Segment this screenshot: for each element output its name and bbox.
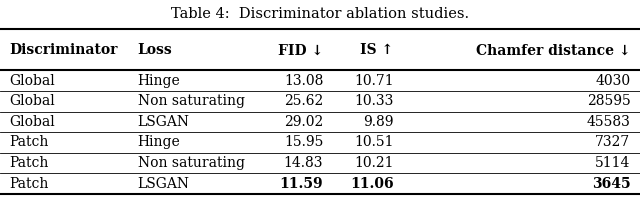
Text: 11.59: 11.59	[280, 177, 323, 191]
Text: 29.02: 29.02	[284, 115, 323, 129]
Text: 11.06: 11.06	[350, 177, 394, 191]
Text: 10.21: 10.21	[354, 156, 394, 170]
Text: 4030: 4030	[595, 74, 630, 88]
Text: Hinge: Hinge	[138, 74, 180, 88]
Text: Chamfer distance ↓: Chamfer distance ↓	[476, 44, 630, 57]
Text: Table 4:  Discriminator ablation studies.: Table 4: Discriminator ablation studies.	[171, 7, 469, 21]
Text: Non saturating: Non saturating	[138, 94, 244, 108]
Text: 9.89: 9.89	[363, 115, 394, 129]
Text: LSGAN: LSGAN	[138, 177, 189, 191]
Text: Global: Global	[10, 115, 55, 129]
Text: Hinge: Hinge	[138, 135, 180, 149]
Text: Patch: Patch	[10, 135, 49, 149]
Text: IS ↑: IS ↑	[360, 44, 394, 57]
Text: 10.33: 10.33	[354, 94, 394, 108]
Text: 10.71: 10.71	[354, 74, 394, 88]
Text: 13.08: 13.08	[284, 74, 323, 88]
Text: 7327: 7327	[595, 135, 630, 149]
Text: 5114: 5114	[595, 156, 630, 170]
Text: 45583: 45583	[586, 115, 630, 129]
Text: 10.51: 10.51	[354, 135, 394, 149]
Text: FID ↓: FID ↓	[278, 44, 323, 57]
Text: 3645: 3645	[592, 177, 630, 191]
Text: Discriminator: Discriminator	[10, 44, 118, 57]
Text: Patch: Patch	[10, 156, 49, 170]
Text: 28595: 28595	[587, 94, 630, 108]
Text: Loss: Loss	[138, 44, 172, 57]
Text: 25.62: 25.62	[284, 94, 323, 108]
Text: Non saturating: Non saturating	[138, 156, 244, 170]
Text: Global: Global	[10, 74, 55, 88]
Text: LSGAN: LSGAN	[138, 115, 189, 129]
Text: Global: Global	[10, 94, 55, 108]
Text: 15.95: 15.95	[284, 135, 323, 149]
Text: Patch: Patch	[10, 177, 49, 191]
Text: 14.83: 14.83	[284, 156, 323, 170]
